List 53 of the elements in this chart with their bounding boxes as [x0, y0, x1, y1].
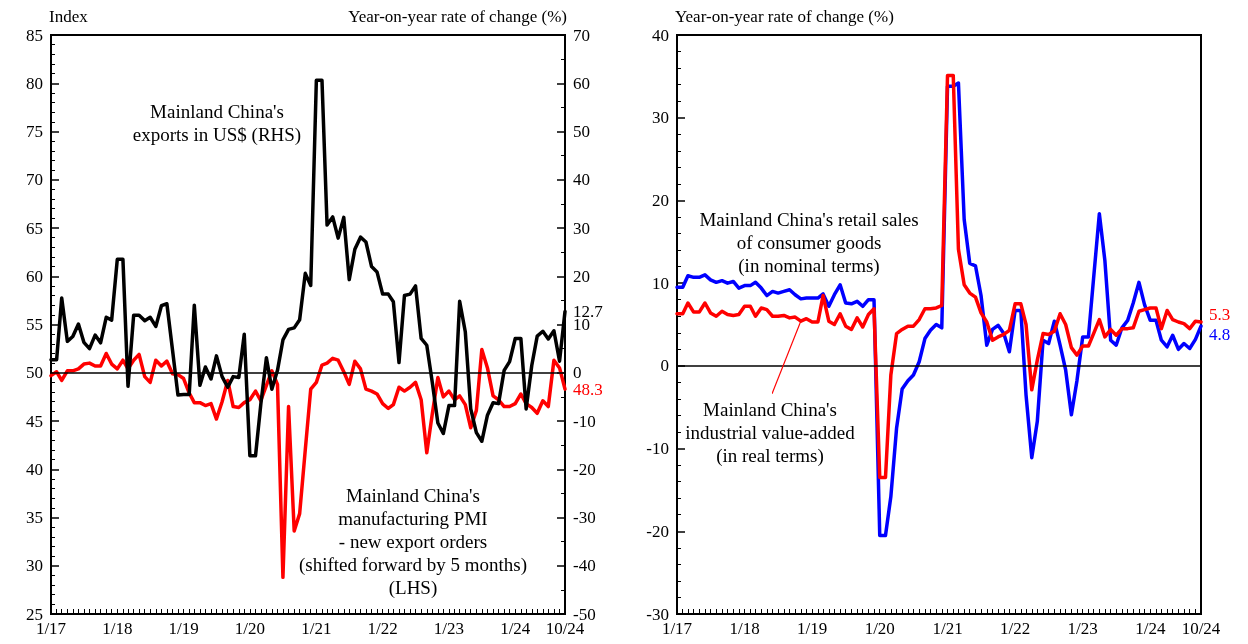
x-tick-label: 1/22 [367, 619, 398, 638]
y2-tick-label: 40 [573, 170, 590, 190]
x-tick-label: 1/21 [932, 619, 963, 638]
y-tick-label: 10 [652, 273, 669, 293]
x-tick-label: 1/20 [864, 619, 895, 638]
x-tick-label: 10/24 [1181, 619, 1221, 638]
y-tick-label: 55 [26, 315, 43, 334]
x-tick-label: 1/22 [999, 619, 1031, 638]
y-tick-label: 65 [26, 218, 43, 238]
x-tick-label: 1/21 [301, 619, 332, 638]
y2-tick-label: 20 [573, 266, 590, 286]
data-label: 5.3 [1209, 304, 1231, 324]
y-tick-label: 60 [26, 266, 43, 286]
y2-tick-label: 70 [573, 25, 590, 45]
y-tick-label: 85 [26, 25, 43, 45]
x-tick-label: 1/24 [500, 619, 531, 638]
y-tick-label: 80 [26, 73, 43, 93]
y2-tick-label: 60 [573, 73, 590, 93]
x-tick-label: 1/24 [1135, 619, 1166, 638]
series-label: Mainland China's exports in US$ (RHS) [132, 101, 302, 146]
x-tick-label: 1/18 [102, 619, 133, 638]
y-tick-label: 20 [652, 190, 669, 210]
y2-tick-label: -30 [573, 508, 596, 527]
y-tick-label: 0 [660, 356, 669, 376]
x-tick-label: 1/20 [234, 619, 265, 638]
y-axis-title: Year-on-year rate of change (%) [675, 7, 894, 26]
y2-tick-label: -10 [573, 411, 596, 431]
y2-tick-label: 50 [573, 122, 590, 141]
x-tick-label: 1/18 [729, 619, 760, 638]
y-tick-label: 75 [26, 122, 43, 141]
series-label: Mainland China's industrial value-added (in real terms) [685, 399, 856, 467]
y-tick-label: 40 [652, 25, 669, 45]
x-tick-label: 1/19 [168, 619, 199, 638]
y2-tick-label: 30 [573, 218, 590, 238]
x-tick-label: 1/23 [1067, 619, 1098, 638]
y-tick-label: 40 [26, 459, 43, 479]
y2-tick-label: -20 [573, 459, 596, 479]
y2-axis-title: Year-on-year rate of change (%) [348, 7, 567, 26]
y-tick-label: 30 [26, 556, 43, 576]
y-tick-label: 50 [26, 363, 43, 383]
series-label: Mainland China's manufacturing PMI - new export orders (shifted forward by 5 months) (LHS) [299, 485, 527, 599]
y-axis-title: Index [49, 7, 89, 26]
y-tick-label: 45 [26, 411, 43, 431]
x-tick-label: 1/19 [797, 619, 828, 638]
y-tick-label: 30 [652, 108, 669, 128]
y-tick-label: 70 [26, 170, 43, 190]
y2-tick-label: -40 [573, 556, 596, 576]
x-tick-label: 1/23 [433, 619, 465, 638]
y-tick-label: -10 [646, 439, 669, 459]
y-tick-label: -20 [646, 521, 669, 541]
data-label: 4.8 [1209, 324, 1231, 344]
series-label: Mainland China's retail sales of consumer goods (in nominal terms) [699, 209, 919, 277]
y-tick-label: 35 [26, 508, 43, 527]
